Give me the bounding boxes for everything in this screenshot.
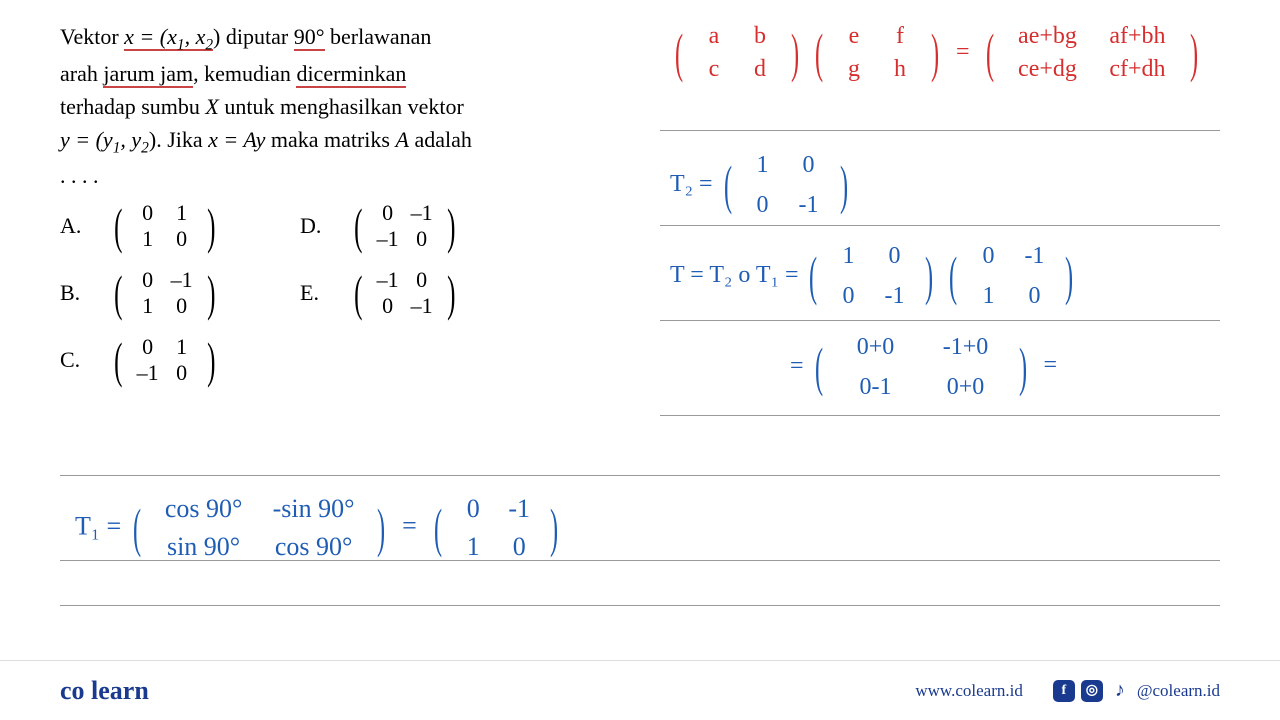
option-label: E. [300, 280, 340, 306]
option-label: C. [60, 347, 100, 373]
facebook-icon: f [1053, 680, 1075, 702]
matrix: ( –10 0–1 ) [350, 267, 459, 319]
option-a: A. ( 01 10 ) [60, 200, 219, 252]
handwrite-blue: T₂ = ( 10 0-1 ) T = T₂ o T₁ = ( 10 0-1 )… [670, 145, 1078, 407]
footer-right: www.colearn.id f ◎ ♪ @colearn.id [915, 680, 1220, 702]
matrix: ( 01 10 ) [110, 200, 219, 252]
option-label: B. [60, 280, 100, 306]
handwrite-red: ( ab cd ) ( ef gh ) = ( ae+bgaf+bh ce+dg… [670, 20, 1203, 86]
instagram-icon: ◎ [1081, 680, 1103, 702]
text: Vektor [60, 24, 124, 49]
handwrite-t1: T₁ = ( cos 90°-sin 90° sin 90°cos 90° ) … [75, 490, 563, 567]
rule-line [60, 605, 1220, 606]
problem-text: Vektor x = (x1, x2) diputar 90° berlawan… [60, 20, 610, 192]
rule-line [660, 130, 1220, 131]
option-c: C. ( 01 –10 ) [60, 334, 219, 386]
option-d: D. ( 0–1 –10 ) [300, 200, 459, 252]
option-label: D. [300, 213, 340, 239]
matrix: ( 0–1 –10 ) [350, 200, 459, 252]
rule-line [660, 415, 1220, 416]
option-b: B. ( 0–1 10 ) [60, 267, 219, 319]
rule-line [660, 225, 1220, 226]
option-label: A. [60, 213, 100, 239]
footer-url: www.colearn.id [915, 681, 1022, 701]
text-var: x = (x1, x2 [124, 24, 213, 51]
footer: co learn www.colearn.id f ◎ ♪ @colearn.i… [0, 660, 1280, 720]
tiktok-icon: ♪ [1109, 680, 1131, 702]
rule-line [60, 475, 1220, 476]
answer-options: A. ( 01 10 ) B. ( 0–1 10 ) C. ( 01 –10 [60, 200, 219, 401]
matrix: ( 0–1 10 ) [110, 267, 219, 319]
social-handle: @colearn.id [1137, 681, 1220, 701]
logo: co learn [60, 676, 149, 706]
rule-line [660, 320, 1220, 321]
option-e: E. ( –10 0–1 ) [300, 267, 459, 319]
matrix: ( 01 –10 ) [110, 334, 219, 386]
social-icons: f ◎ ♪ @colearn.id [1053, 680, 1220, 702]
